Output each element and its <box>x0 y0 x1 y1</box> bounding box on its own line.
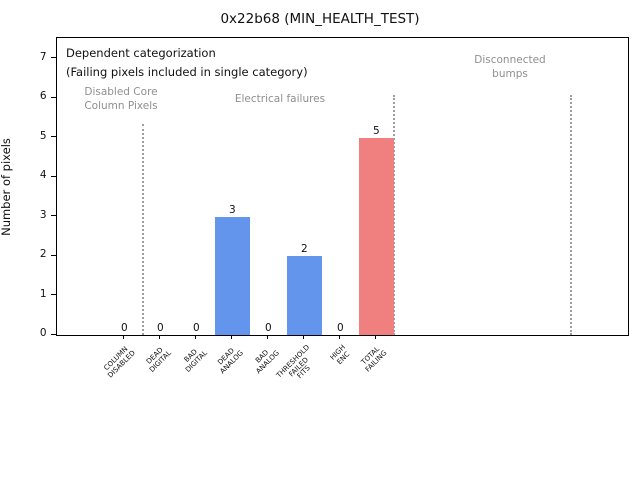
y-tick-mark <box>50 294 56 296</box>
y-tick-mark <box>50 96 56 98</box>
x-tick-mark <box>159 335 161 339</box>
x-tick-mark <box>231 335 233 339</box>
x-tick-label-bad-analog: BAD ANALOG <box>250 344 281 375</box>
y-tick-mark <box>50 57 56 59</box>
section-label-line: Column Pixels <box>84 99 158 112</box>
x-tick-mark <box>123 335 125 339</box>
y-tick-label: 2 <box>39 248 47 261</box>
y-tick-label: 7 <box>39 50 47 63</box>
section-separator-dotted-line <box>393 95 395 335</box>
section-separator-dotted-line <box>142 124 144 335</box>
bar-total-failing <box>358 137 394 335</box>
section-label-line: Disabled Core <box>84 86 158 98</box>
section-label-line: Disconnected <box>474 54 546 66</box>
bar-dead-analog <box>214 216 250 335</box>
x-tick-mark <box>267 335 269 339</box>
y-tick-label: 6 <box>39 90 47 103</box>
bar-value-label: 3 <box>228 203 236 216</box>
x-tick-label-dead-digital: DEAD DIGITAL <box>143 344 173 374</box>
x-tick-mark <box>339 335 341 339</box>
y-tick-label: 5 <box>39 129 47 142</box>
x-tick-mark <box>303 335 305 339</box>
chart-title: 0x22b68 (MIN_HEALTH_TEST) <box>220 11 420 27</box>
y-tick-mark <box>50 136 56 138</box>
x-tick-label-total-failing: TOTAL FAILING <box>359 344 389 374</box>
y-tick-mark <box>50 215 56 217</box>
x-tick-label-threshold-failed-fits: THRESHOLD FAILED FITS <box>275 343 323 391</box>
x-tick-mark <box>195 335 197 339</box>
bar-value-label: 0 <box>156 322 164 334</box>
plot-area: 0 0 0 3 0 2 0 5 <box>55 37 629 336</box>
x-tick-label-bad-digital: BAD DIGITAL <box>179 344 209 374</box>
y-tick-label: 0 <box>39 327 47 339</box>
y-tick-mark <box>50 175 56 177</box>
y-tick-label: 3 <box>39 208 47 221</box>
y-tick-mark <box>50 254 56 256</box>
section-label-disabled-core-column-pixels: Disabled Core Column Pixels <box>61 86 181 113</box>
section-label-electrical-failures: Electrical failures <box>205 93 355 107</box>
bar-value-label: 2 <box>300 243 308 256</box>
y-tick-mark <box>50 333 56 335</box>
bar-value-label: 0 <box>192 322 200 334</box>
bar-value-label: 0 <box>264 322 272 334</box>
bar-value-label: 5 <box>372 124 380 137</box>
annotation-failing-pixels-note: (Failing pixels included in single categ… <box>66 65 308 79</box>
x-tick-mark <box>375 335 377 339</box>
y-tick-label: 4 <box>39 169 47 182</box>
bar-threshold-failed-fits <box>286 256 322 335</box>
y-axis-label: Number of pixels <box>0 138 13 236</box>
section-label-disconnected-bumps: Disconnected bumps <box>450 54 570 81</box>
bar-value-label: 0 <box>336 322 344 334</box>
y-tick-label: 1 <box>39 287 47 300</box>
x-tick-label-high-enc: HIGH ENC <box>329 343 353 367</box>
annotation-dependent-categorization: Dependent categorization <box>66 46 216 60</box>
section-label-line: Electrical failures <box>234 93 326 105</box>
section-label-line: bumps <box>492 67 528 80</box>
bar-value-label: 0 <box>120 322 128 334</box>
x-tick-label-column-disabled: COLUMN DISABLED <box>101 344 137 380</box>
x-tick-label-dead-analog: DEAD ANALOG <box>214 344 245 375</box>
section-separator-dotted-line <box>570 95 572 335</box>
